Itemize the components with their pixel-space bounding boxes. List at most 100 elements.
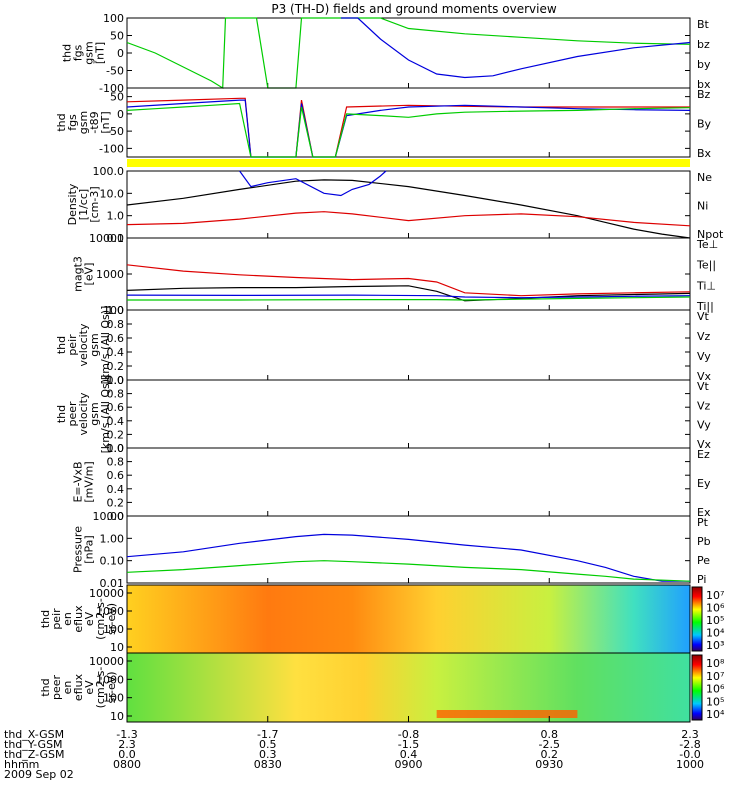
panel-frame (126, 170, 691, 239)
y-axis-label-line: en (61, 681, 74, 695)
y-tick-label: 0.8 (107, 318, 125, 331)
colorbar (691, 586, 703, 652)
footer-value: -2.8 (679, 738, 700, 751)
y-axis-label: Density[1/cc][cm-3] (66, 183, 101, 225)
footer-value: -0.0 (679, 748, 700, 761)
y-tick-label: 10 (110, 710, 124, 723)
legend-vy: Vy (697, 419, 711, 432)
y-axis-label-line: thd (61, 44, 74, 62)
y-axis-label-line: gsm (88, 333, 101, 356)
legend-vx: Vx (697, 438, 712, 451)
legend-te: Te|| (696, 259, 716, 272)
series-line (239, 170, 387, 197)
y-axis-label-line: gsm (88, 402, 101, 425)
series-line (126, 102, 691, 158)
legend-bz: bz (697, 38, 710, 51)
spectrogram-peir_en: 10000100010010thdpeirenefluxeV(cm2-s-sr-… (39, 584, 725, 654)
y-axis-label-line: peer (66, 401, 79, 427)
y-axis-label-line: (cm2-s- (94, 667, 107, 709)
footer-value: 1000 (676, 758, 704, 771)
series-line (127, 296, 691, 301)
y-axis-label-line: [nT] (99, 111, 112, 133)
colorbar-label: 10⁶ (706, 683, 725, 696)
y-axis-label-line: -t89 (88, 111, 101, 133)
legend-bz: Bz (697, 88, 711, 101)
legend-ey: Ey (697, 477, 711, 490)
colorbar-label: 10⁴ (706, 708, 725, 721)
y-axis-label-line: peer (50, 675, 63, 701)
y-tick-label: 100.0 (93, 165, 125, 178)
y-tick-label: 0.4 (107, 483, 125, 496)
footer-value: -2.5 (539, 738, 560, 751)
y-tick-label: 10.0 (100, 187, 125, 200)
footer-value: -0.8 (398, 728, 419, 741)
spectrogram-feature (436, 710, 578, 718)
y-tick-label: 0.2 (107, 428, 125, 441)
legend-pt: Pt (697, 516, 709, 529)
y-axis-label-line: Pressure (72, 526, 85, 573)
y-tick-label: 50 (110, 91, 124, 104)
series-line (340, 17, 691, 79)
y-tick-label: 0.8 (107, 388, 125, 401)
panel-density: 100.0 10.0 1.0 0.1 Density[1/cc][cm-3] Ne Ni Np… (66, 165, 724, 245)
legend-ez: Ez (697, 448, 710, 461)
series-line (126, 264, 691, 297)
y-tick-label: 0.8 (107, 456, 125, 469)
legend-ex: Ex (697, 506, 711, 519)
y-axis-label-line: gsm (77, 111, 90, 134)
legend-vy: Vy (697, 350, 711, 363)
chart-title: P3 (TH-D) fields and ground moments over… (271, 2, 556, 16)
y-tick-label: 1.0 (107, 210, 125, 223)
spectrogram-image (127, 653, 690, 722)
footer-value: 0.8 (541, 728, 559, 741)
footer-label: 2009 Sep 02 (4, 768, 74, 781)
y-tick-label: 0.01 (100, 577, 125, 590)
y-axis-label-line: sr-eV) (105, 671, 118, 703)
y-axis-label-line: eV (83, 611, 96, 626)
series-line (126, 533, 690, 582)
y-axis-label-line: magt3 (72, 256, 85, 292)
series-line (126, 560, 691, 582)
footer-label: thd_Y-GSM (4, 738, 63, 751)
panel-peir: 1.00.80.60.40.20.0thdpeirvelocitygsm[km/… (55, 304, 712, 387)
legend-bx: Bx (697, 147, 712, 160)
legend-vz: Vz (697, 399, 711, 412)
panel-temp: 10000 1000 100 magt3[eV] Te⊥ Te|| Ti⊥ Ti|| (72, 232, 719, 317)
y-tick-label: 50 (110, 30, 124, 43)
y-axis-label-line: E=-VxB (72, 461, 85, 502)
y-axis-label-line: thd (55, 113, 68, 131)
series-line (126, 285, 691, 302)
y-tick-label: 10.00 (93, 510, 125, 523)
legend-vt: Vt (697, 380, 710, 393)
y-axis-label-line: eflux (72, 605, 85, 633)
y-tick-label: 0.2 (107, 360, 125, 373)
y-axis-label-line: [km/s (All Qs)] (99, 306, 112, 385)
footer-label: thd_X-GSM (4, 728, 64, 741)
series-line (126, 294, 691, 299)
colorbar (691, 654, 703, 721)
y-axis-label: Pressure[nPa] (72, 526, 96, 573)
series-line (126, 179, 691, 239)
y-axis-label-line: thd (55, 336, 68, 354)
y-axis-label-line: [km/s (All Qs)] (99, 375, 112, 454)
colorbar-label: 10³ (706, 639, 724, 652)
y-tick-label: 0.6 (107, 332, 125, 345)
y-axis-label-line: Density (66, 183, 79, 225)
y-tick-label: 0 (117, 108, 124, 121)
colorbar-label: 10⁵ (706, 614, 724, 627)
y-axis-label-line: [eV] (83, 263, 96, 286)
footer-value: -1.3 (116, 728, 137, 741)
legend-ni: Ni (697, 200, 708, 213)
footer-value: 0.0 (118, 748, 136, 761)
panel-peer: 1.00.80.60.40.20.0thdpeervelocitygsm[km/… (55, 374, 712, 455)
y-tick-label: 1.0 (107, 442, 125, 455)
y-axis-label-line: [nT] (94, 42, 107, 64)
series-line (126, 211, 691, 227)
